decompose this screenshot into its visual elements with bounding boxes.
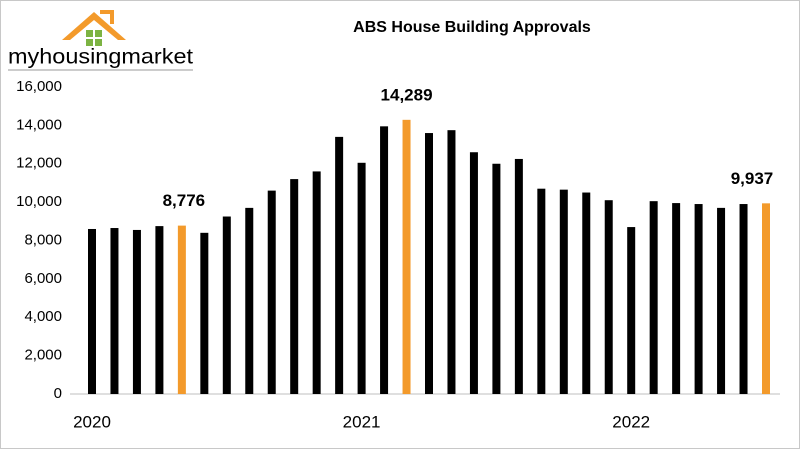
bar xyxy=(627,227,636,394)
bar xyxy=(469,152,478,394)
bar xyxy=(402,119,411,395)
bar xyxy=(380,126,389,394)
bar xyxy=(739,204,748,394)
bar xyxy=(110,228,119,394)
bar xyxy=(132,229,141,394)
bar xyxy=(672,203,681,394)
x-tick-label: 2021 xyxy=(343,412,381,431)
bar xyxy=(335,136,344,394)
bar xyxy=(649,201,658,394)
bar xyxy=(762,203,770,394)
bar xyxy=(357,162,366,394)
bar xyxy=(245,207,254,394)
y-tick-label: 4,000 xyxy=(24,308,62,325)
y-tick-label: 12,000 xyxy=(16,155,62,172)
y-tick-label: 0 xyxy=(54,385,62,402)
chart-title: ABS House Building Approvals xyxy=(353,19,591,36)
bar xyxy=(267,190,276,394)
bar xyxy=(88,228,96,394)
y-tick-label: 6,000 xyxy=(24,270,62,287)
x-tick-label: 2022 xyxy=(612,412,650,431)
bar xyxy=(604,200,613,394)
value-label: 8,776 xyxy=(163,191,206,210)
bar xyxy=(582,192,591,394)
bar xyxy=(514,158,523,394)
bar xyxy=(425,133,433,395)
bar xyxy=(717,207,726,394)
bar xyxy=(290,179,299,394)
value-label: 14,289 xyxy=(381,85,433,104)
bar xyxy=(537,188,546,394)
y-tick-label: 16,000 xyxy=(16,78,62,95)
x-tick-label: 2020 xyxy=(73,412,111,431)
logo-icon xyxy=(62,10,126,46)
bar xyxy=(155,226,164,394)
bar xyxy=(559,189,568,394)
value-label: 9,937 xyxy=(731,169,774,188)
y-tick-label: 2,000 xyxy=(24,347,62,364)
bar xyxy=(447,130,456,394)
bar xyxy=(492,163,501,394)
y-tick-label: 10,000 xyxy=(16,193,62,210)
y-tick-label: 8,000 xyxy=(24,231,62,248)
bar xyxy=(694,204,703,394)
y-tick-label: 14,000 xyxy=(16,116,62,133)
bar xyxy=(200,232,209,394)
bar xyxy=(312,171,321,394)
bar xyxy=(177,225,186,394)
bar xyxy=(222,216,231,394)
logo-text: myhousingmarket xyxy=(8,46,193,69)
